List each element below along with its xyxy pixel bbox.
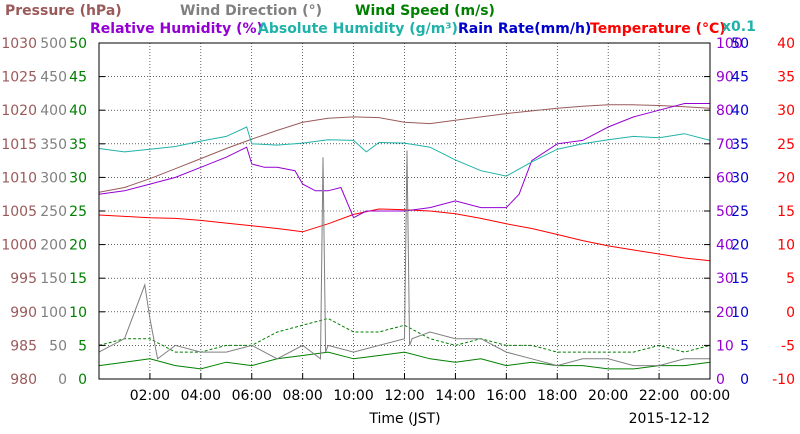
y-tick-label-rain-rate: 40 xyxy=(731,103,749,119)
y-tick-label-pressure: 1020 xyxy=(1,103,37,119)
x-tick-label: 06:00 xyxy=(232,388,272,404)
y-tick-label-wind-direction: 300 xyxy=(40,170,67,186)
y-tick-label-wind-speed: 5 xyxy=(78,338,87,354)
y-tick-label-temperature: 30 xyxy=(777,103,795,119)
y-tick-label-temperature: 35 xyxy=(777,70,795,86)
series-line-absolute-humidity-g-m xyxy=(98,126,711,177)
y-tick-label-wind-speed: 15 xyxy=(69,271,87,287)
y-tick-label-pressure: 1015 xyxy=(1,137,37,153)
y-tick-label-wind-speed: 0 xyxy=(78,372,87,388)
legend-entry: Absolute Humidity (g/m³) xyxy=(258,21,458,37)
y-tick-label-temperature: 5 xyxy=(786,271,795,287)
y-tick-label-wind-direction: 100 xyxy=(40,305,67,321)
x-tick-label: 16:00 xyxy=(486,388,526,404)
series-line-temperature-c xyxy=(98,208,711,262)
y-tick-label-wind-direction: 200 xyxy=(40,238,67,254)
x-tick-label: 18:00 xyxy=(537,388,577,404)
legend-entry: Wind Direction (°) xyxy=(180,3,322,19)
y-tick-label-pressure: 1000 xyxy=(1,238,37,254)
y-tick-label-wind-direction: 250 xyxy=(40,204,67,220)
y-tick-label-wind-speed: 25 xyxy=(69,204,87,220)
chart-legend: Pressure (hPa) Wind Direction (°) Wind Spe… xyxy=(5,3,726,37)
legend-entry: Wind Speed (m/s) xyxy=(355,3,495,19)
series-line-wind-direction xyxy=(98,150,710,367)
y-tick-label-wind-speed: 40 xyxy=(69,103,87,119)
x-tick-label: 10:00 xyxy=(333,388,373,404)
y-tick-label-relative-humidity: 20 xyxy=(716,305,734,321)
chart-grid xyxy=(99,43,710,379)
y-tick-label-wind-speed: 30 xyxy=(69,170,87,186)
y-tick-label-relative-humidity: 70 xyxy=(716,137,734,153)
legend-entry: Temperature (°C) xyxy=(590,21,726,37)
y-tick-label-wind-speed: 20 xyxy=(69,238,87,254)
x-axis-label: Time (JST) xyxy=(368,411,440,427)
y-tick-label-temperature: 40 xyxy=(777,36,795,52)
y-tick-label-wind-speed: 35 xyxy=(69,137,87,153)
y-tick-label-pressure: 1005 xyxy=(1,204,37,220)
y-tick-label-rain-rate: 35 xyxy=(731,137,749,153)
y-tick-label-wind-speed: 50 xyxy=(69,36,87,52)
y-tick-label-temperature: 0 xyxy=(786,305,795,321)
y-tick-label-rain-rate: 45 xyxy=(731,70,749,86)
y-tick-label-relative-humidity: 10 xyxy=(716,338,734,354)
y-tick-label-temperature: -10 xyxy=(772,372,795,388)
y-tick-label-rain-rate: 30 xyxy=(731,170,749,186)
y-tick-label-wind-direction: 150 xyxy=(40,271,67,287)
y-tick-label-wind-direction: 0 xyxy=(58,372,67,388)
x-tick-label: 22:00 xyxy=(639,388,679,404)
y-tick-label-wind-direction: 400 xyxy=(40,103,67,119)
y-tick-label-pressure: 995 xyxy=(10,271,37,287)
y-tick-label-relative-humidity: 90 xyxy=(716,70,734,86)
y-tick-label-wind-speed: 45 xyxy=(69,70,87,86)
y-tick-label-rain-rate: 10 xyxy=(731,305,749,321)
y-tick-label-rain-rate: 15 xyxy=(731,271,749,287)
y-tick-label-pressure: 985 xyxy=(10,338,37,354)
y-tick-label-rain-rate: 0 xyxy=(740,372,749,388)
y-tick-label-rain-rate: 25 xyxy=(731,204,749,220)
y-tick-label-wind-direction: 500 xyxy=(40,36,67,52)
series-line-wind-speed-m-s xyxy=(98,351,711,370)
chart-series xyxy=(98,103,711,370)
x-tick-label: 20:00 xyxy=(588,388,628,404)
y-tick-label-pressure: 990 xyxy=(10,305,37,321)
legend-entry: Pressure (hPa) xyxy=(5,3,122,19)
y-tick-label-wind-speed: 10 xyxy=(69,305,87,321)
y-tick-label-relative-humidity: 30 xyxy=(716,271,734,287)
y-tick-label-relative-humidity: 60 xyxy=(716,170,734,186)
y-tick-label-pressure: 1010 xyxy=(1,170,37,186)
x-tick-label: 08:00 xyxy=(282,388,322,404)
x-tick-label: 12:00 xyxy=(384,388,424,404)
series-line-relative-humidity xyxy=(98,103,710,219)
x-tick-label: 14:00 xyxy=(435,388,475,404)
y-tick-label-temperature: 25 xyxy=(777,137,795,153)
y-tick-label-wind-direction: 50 xyxy=(49,338,67,354)
y-tick-label-pressure: 1025 xyxy=(1,70,37,86)
y-tick-label-relative-humidity: 40 xyxy=(716,238,734,254)
y-tick-label-rain-rate: 50 xyxy=(731,36,749,52)
x-tick-label: 04:00 xyxy=(181,388,221,404)
y-tick-label-wind-direction: 350 xyxy=(40,137,67,153)
series-line-pressure-hpa xyxy=(98,104,711,193)
y-tick-label-wind-direction: 450 xyxy=(40,70,67,86)
x-tick-label: 00:00 xyxy=(690,388,730,404)
y-tick-label-relative-humidity: 0 xyxy=(716,372,725,388)
y-tick-label-temperature: -5 xyxy=(781,338,795,354)
y-tick-label-temperature: 20 xyxy=(777,170,795,186)
y-tick-label-temperature: 15 xyxy=(777,204,795,220)
y-tick-label-relative-humidity: 80 xyxy=(716,103,734,119)
y-tick-label-rain-rate: 20 xyxy=(731,238,749,254)
legend-entry: Rain Rate(mm/h) xyxy=(458,21,591,37)
chart-axes: 9809859909951000100510101015102010251030… xyxy=(1,36,795,404)
y-tick-label-pressure: 1030 xyxy=(1,36,37,52)
x-tick-label: 02:00 xyxy=(130,388,170,404)
y-tick-label-temperature: 10 xyxy=(777,238,795,254)
y-tick-label-relative-humidity: 100 xyxy=(716,36,743,52)
y-tick-label-rain-rate: 5 xyxy=(740,338,749,354)
abs-humidity-scale-label: x0.1 xyxy=(722,19,756,35)
y-tick-label-pressure: 980 xyxy=(10,372,37,388)
legend-entry: Relative Humidity (%) xyxy=(90,21,263,37)
y-tick-label-relative-humidity: 50 xyxy=(716,204,734,220)
date-label: 2015-12-12 xyxy=(629,411,710,427)
